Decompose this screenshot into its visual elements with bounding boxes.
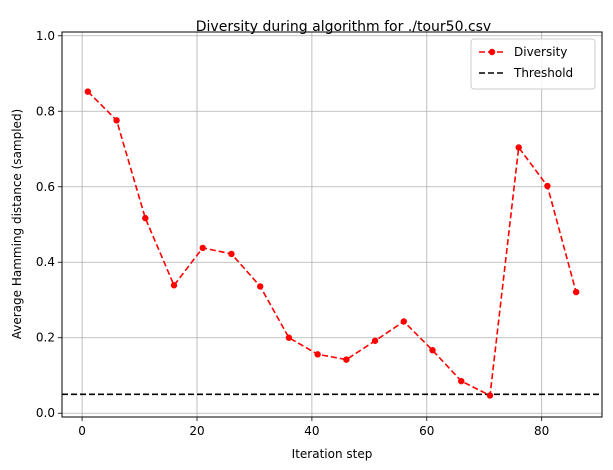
y-tick-label: 0.8 [36, 104, 55, 118]
legend-label: Diversity [514, 45, 567, 59]
x-tick-label: 80 [534, 424, 549, 438]
x-tick-label: 0 [78, 424, 86, 438]
grid [62, 32, 602, 417]
data-point [343, 356, 350, 363]
x-tick-label: 60 [419, 424, 434, 438]
data-point [228, 250, 235, 258]
data-point [113, 117, 120, 124]
data-point [400, 318, 408, 325]
data-point [142, 214, 149, 222]
data-point [458, 377, 465, 385]
data-point [515, 144, 522, 151]
legend-swatch-marker [488, 48, 496, 56]
x-tick-label: 20 [189, 424, 204, 438]
data-point [170, 282, 178, 289]
x-axis-label: Iteration step [292, 447, 373, 461]
legend-label: Threshold [513, 66, 573, 80]
data-point [544, 182, 551, 190]
diversity-line [87, 91, 577, 397]
ticks: 0 20 40 60 80 0.0 0.2 0.4 0.6 0.8 1.0 [36, 29, 549, 438]
chart-title: Diversity during algorithm for ./tour50.… [196, 19, 491, 35]
data-point [199, 244, 206, 252]
y-tick-label: 0.0 [36, 406, 55, 420]
data-point [314, 351, 321, 358]
y-axis-label: Average Hamming distance (sampled) [10, 109, 24, 340]
data-point [371, 337, 379, 344]
x-tick-label: 40 [304, 424, 319, 438]
series [84, 88, 580, 399]
data-point [486, 392, 494, 399]
data-point [572, 288, 580, 296]
data-point [285, 334, 293, 341]
y-tick-label: 0.6 [36, 180, 55, 194]
data-point [429, 346, 436, 354]
data-point [256, 283, 264, 290]
legend: Diversity Threshold [470, 38, 596, 90]
y-tick-label: 1.0 [36, 29, 55, 43]
y-tick-label: 0.4 [36, 255, 55, 269]
plot-frame [61, 31, 603, 418]
data-point [84, 88, 92, 95]
y-tick-label: 0.2 [36, 331, 55, 345]
